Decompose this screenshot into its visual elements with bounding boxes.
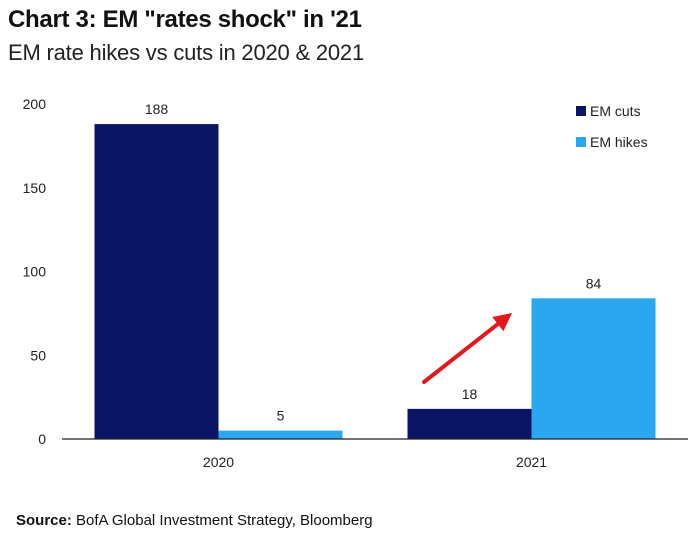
arrow-head	[492, 313, 512, 332]
annotation-arrow	[422, 313, 512, 384]
chart-title: Chart 3: EM "rates shock" in '21	[8, 6, 362, 33]
legend-swatch	[576, 106, 586, 116]
y-axis: 0 50 100 150 200	[23, 96, 47, 447]
x-tick-label: 2021	[516, 454, 547, 470]
y-tick-label: 100	[23, 264, 47, 280]
legend-label: EM hikes	[590, 134, 648, 150]
data-label: 84	[586, 275, 602, 291]
source-note: Source: BofA Global Investment Strategy,…	[16, 512, 373, 529]
y-tick-label: 0	[38, 431, 46, 447]
bar-em-cuts-2021	[407, 408, 532, 439]
data-labels: 188 5 18 84	[145, 101, 602, 424]
source-text: BofA Global Investment Strategy, Bloombe…	[76, 512, 373, 529]
bars	[94, 124, 656, 439]
y-tick-label: 150	[23, 180, 47, 196]
data-label: 188	[145, 101, 169, 117]
x-axis: 2020 2021	[203, 454, 547, 470]
bar-em-cuts-2020	[94, 124, 219, 439]
y-tick-label: 200	[23, 96, 47, 112]
x-tick-label: 2020	[203, 454, 234, 470]
y-tick-label: 50	[30, 347, 46, 363]
legend-label: EM cuts	[590, 103, 641, 119]
legend-swatch	[576, 137, 586, 147]
source-label: Source:	[16, 512, 72, 529]
bar-em-hikes-2021	[531, 298, 656, 439]
arrow-shaft	[422, 322, 500, 384]
legend: EM cuts EM hikes	[576, 103, 648, 150]
data-label: 5	[277, 408, 285, 424]
bar-em-hikes-2020	[218, 430, 343, 439]
data-label: 18	[462, 386, 478, 402]
chart-subtitle: EM rate hikes vs cuts in 2020 & 2021	[8, 40, 364, 65]
